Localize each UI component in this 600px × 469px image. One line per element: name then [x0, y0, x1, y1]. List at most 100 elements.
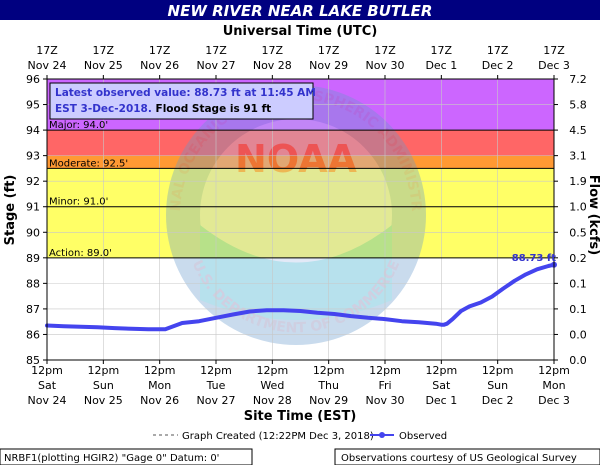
utc-tick-label: Nov 27	[197, 59, 236, 72]
site-time-tick-label: Nov 27	[197, 394, 236, 407]
site-time-tick-label: Thu	[317, 379, 339, 392]
utc-tick-label: 17Z	[431, 44, 453, 57]
threshold-label-action: Action: 89.0'	[49, 248, 112, 259]
site-time-tick-label: 12pm	[31, 364, 63, 377]
utc-tick-label: Nov 24	[28, 59, 67, 72]
title-bar	[0, 0, 600, 20]
utc-tick-label: 17Z	[149, 44, 171, 57]
utc-axis-labels: 17Z Nov 24 17Z Nov 25 17Z Nov 26 17Z Nov 27 17Z N…	[28, 44, 570, 79]
band-minor	[47, 168, 554, 207]
noaa-seal-wave	[200, 225, 392, 320]
noaa-watermark: NOAA NATIONAL OCEANIC AND ATMOSPHERIC AD…	[0, 0, 426, 345]
site-time-tick-label: Mon	[542, 379, 565, 392]
plot-frame	[46, 78, 555, 361]
site-time-tick-label: Sat	[38, 379, 57, 392]
stage-tick-label: 92	[26, 175, 40, 188]
site-time-tick-label: Dec 2	[482, 394, 514, 407]
site-time-tick-label: 12pm	[482, 364, 514, 377]
flow-tick-label: 0.2	[569, 252, 587, 265]
legend-observed-marker	[379, 432, 385, 438]
legend-observed: Observed	[399, 431, 447, 442]
site-time-axis-labels: 12pm Sat Nov 24 12pm Sun Nov 25 12pm Mon Nov 26 1…	[28, 360, 570, 407]
site-time-tick-label: 12pm	[144, 364, 176, 377]
utc-tick-label: 17Z	[374, 44, 396, 57]
utc-tick-label: Dec 3	[538, 59, 570, 72]
utc-tick-label: Nov 29	[309, 59, 348, 72]
threshold-label-minor: Minor: 91.0'	[49, 197, 108, 208]
utc-tick-label: Nov 30	[366, 59, 405, 72]
stage-axis-labels: 85 86 87 88 89 90 91 92 93 94 95 96	[26, 73, 47, 367]
stage-tick-label: 94	[26, 124, 40, 137]
site-time-tick-label: Nov 30	[366, 394, 405, 407]
threshold-lines: Action: 89.0' Minor: 91.0' Moderate: 92.5'…	[47, 120, 554, 259]
site-time-tick-label: Dec 3	[538, 394, 570, 407]
footer-observations-credit: Observations courtesy of US Geological S…	[341, 453, 577, 464]
flow-tick-label: 3.1	[569, 150, 587, 163]
flow-tick-label: 0.0	[569, 328, 587, 341]
info-box-line2: EST 3-Dec-2018. Flood Stage is 91 ft	[55, 103, 271, 115]
utc-tick-label: 17Z	[262, 44, 284, 57]
utc-tick-label: 17Z	[93, 44, 115, 57]
utc-tick-label: Dec 1	[425, 59, 457, 72]
chart-title: NEW RIVER NEAR LAKE BUTLER	[168, 2, 433, 20]
stage-tick-label: 96	[26, 73, 40, 86]
info-box-line1: Latest observed value: 88.73 ft at 11:45…	[55, 87, 316, 99]
flow-tick-label: 1.0	[569, 201, 587, 214]
flow-tick-label: 1.9	[569, 175, 587, 188]
site-time-tick-label: Fri	[378, 379, 391, 392]
threshold-label-major: Major: 94.0'	[49, 120, 108, 131]
flow-axis-labels: 0.0 0.0 0.1 0.1 0.2 0.5 1.0 1.9 3.1 4.5 5.8 7.2	[554, 73, 587, 367]
band-major-red	[47, 130, 554, 156]
site-time-tick-label: Nov 28	[253, 394, 292, 407]
noaa-seal-inner	[200, 119, 392, 311]
site-time-tick-label: Tue	[206, 379, 226, 392]
site-time-tick-label: 12pm	[200, 364, 232, 377]
utc-tick-label: 17Z	[318, 44, 340, 57]
site-time-tick-label: 12pm	[87, 364, 119, 377]
utc-tick-label: 17Z	[543, 44, 565, 57]
y-axis-title: Stage (ft)	[3, 175, 18, 246]
site-time-tick-label: Nov 26	[140, 394, 179, 407]
site-time-tick-label: Nov 24	[28, 394, 67, 407]
utc-tick-label: 17Z	[36, 44, 58, 57]
stage-tick-label: 91	[26, 201, 40, 214]
observed-line	[45, 262, 556, 332]
stage-tick-label: 87	[26, 303, 40, 316]
site-time-tick-label: 12pm	[313, 364, 345, 377]
y2-axis-title: Flow (kcfs)	[586, 175, 600, 255]
noaa-seal-ring	[166, 85, 426, 345]
site-time-tick-label: Sun	[487, 379, 508, 392]
flow-tick-label: 5.8	[569, 99, 587, 112]
legend-graph-created: Graph Created (12:22PM Dec 3, 2018)	[182, 431, 374, 442]
site-time-tick-label: Sat	[432, 379, 451, 392]
latest-value-label: 88.73 ft	[512, 253, 556, 264]
utc-tick-label: 17Z	[205, 44, 227, 57]
flow-tick-label: 0.5	[569, 226, 587, 239]
flow-tick-label: 0.0	[569, 354, 587, 367]
footer-gage-datum: NRBF1(plotting HGIR2) "Gage 0" Datum: 0'	[4, 453, 219, 464]
utc-tick-label: Nov 28	[253, 59, 292, 72]
stage-tick-label: 86	[26, 328, 40, 341]
site-time-tick-label: 12pm	[425, 364, 457, 377]
utc-tick-label: Dec 2	[482, 59, 514, 72]
utc-tick-label: Nov 25	[84, 59, 123, 72]
site-time-tick-label: 12pm	[369, 364, 401, 377]
top-axis-title: Universal Time (UTC)	[223, 24, 378, 39]
site-time-tick-label: Wed	[260, 379, 284, 392]
site-time-tick-label: 12pm	[256, 364, 288, 377]
info-box	[49, 82, 314, 120]
flow-tick-label: 7.2	[569, 73, 587, 86]
site-time-tick-label: 12pm	[538, 364, 570, 377]
flow-tick-label: 0.1	[569, 303, 587, 316]
stage-tick-label: 95	[26, 99, 40, 112]
site-time-tick-label: Nov 29	[309, 394, 348, 407]
stage-tick-label: 88	[26, 277, 40, 290]
site-time-tick-label: Nov 25	[84, 394, 123, 407]
utc-tick-label: 17Z	[487, 44, 509, 57]
stage-tick-label: 85	[26, 354, 40, 367]
flow-tick-label: 4.5	[569, 124, 587, 137]
stage-tick-label: 90	[26, 226, 40, 239]
site-time-tick-label: Sun	[93, 379, 114, 392]
noaa-seal-center: NOAA	[235, 137, 357, 181]
